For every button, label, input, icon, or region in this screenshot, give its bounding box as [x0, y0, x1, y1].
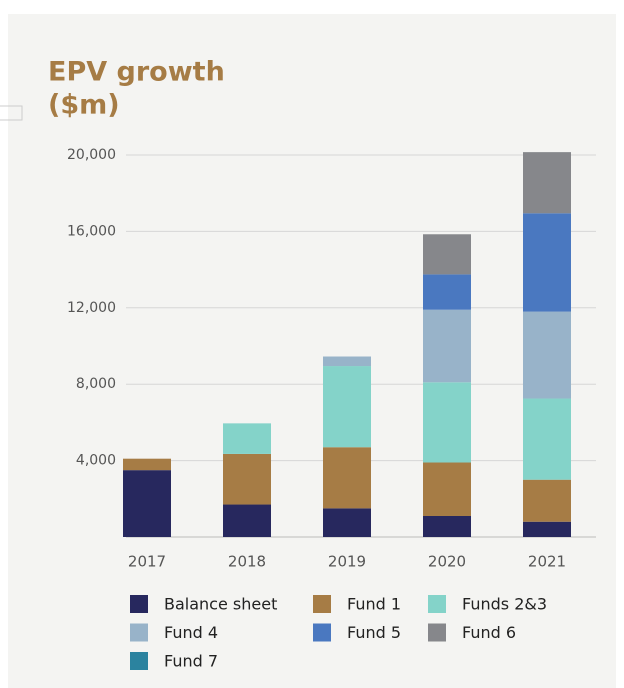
bar-segment: [423, 382, 471, 463]
legend-swatch: [313, 595, 331, 613]
legend-label: Fund 1: [347, 595, 401, 614]
bar-segment: [523, 152, 571, 214]
bar-segment: [323, 366, 371, 448]
legend-swatch: [428, 623, 446, 642]
x-tick-label: 2018: [228, 553, 266, 571]
bar-segment: [523, 479, 571, 522]
legend-label: Fund 6: [462, 623, 516, 642]
chart-title: EPV growth: [48, 57, 225, 88]
bar-segment: [323, 356, 371, 367]
bar-segment: [423, 274, 471, 310]
bar-segment: [123, 458, 171, 471]
x-tick-label: 2017: [128, 553, 166, 571]
legend-label: Fund 5: [347, 623, 401, 642]
x-tick-label: 2020: [428, 553, 466, 571]
y-tick-label: 4,000: [76, 453, 116, 469]
x-tick-label: 2019: [328, 553, 366, 571]
bar-segment: [123, 470, 171, 537]
chart-title: ($m): [48, 90, 120, 121]
y-tick-label: 8,000: [76, 376, 116, 392]
legend-label: Fund 4: [164, 623, 218, 642]
decoration: [0, 105, 23, 121]
bar-segment: [523, 311, 571, 399]
legend-swatch: [130, 623, 148, 642]
y-tick-label: 20,000: [67, 147, 116, 163]
bar-segment: [523, 398, 571, 480]
bar-segment: [223, 423, 271, 454]
legend-label: Funds 2&3: [462, 595, 547, 614]
x-tick-label: 2021: [528, 553, 566, 571]
bar-segment: [423, 234, 471, 275]
bar-segment: [323, 508, 371, 537]
bar-segment: [223, 453, 271, 505]
panel: [8, 14, 616, 688]
y-tick-label: 16,000: [67, 223, 116, 239]
bar-segment: [423, 462, 471, 516]
legend-label: Fund 7: [164, 652, 218, 671]
bar-segment: [523, 213, 571, 312]
legend-label: Balance sheet: [164, 595, 277, 614]
legend-swatch: [130, 595, 148, 613]
bar-segment: [523, 521, 571, 537]
bar-segment: [423, 309, 471, 383]
bar-segment: [423, 515, 471, 537]
legend-swatch: [313, 623, 331, 642]
legend-swatch: [428, 595, 446, 613]
legend-swatch: [130, 652, 148, 670]
bar-segment: [223, 504, 271, 537]
bar-segment: [323, 447, 371, 509]
y-tick-label: 12,000: [67, 300, 116, 316]
